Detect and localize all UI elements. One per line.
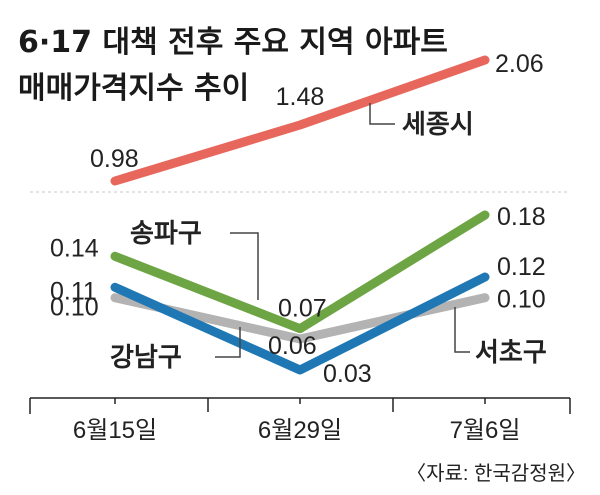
value-label-sejong-0615: 0.98 [90, 145, 139, 173]
value-label-seocho-0615: 0.10 [50, 294, 99, 322]
value-label-gangnam-0615: 0.11 [50, 277, 97, 305]
source-note: 〈자료: 한국감정원〉 [406, 462, 586, 485]
series-name-seocho: 서초구 [475, 338, 547, 368]
series-name-gangnam: 강남구 [110, 343, 182, 373]
value-label-songpa-0706: 0.18 [497, 203, 546, 231]
series-name-songpa: 송파구 [130, 219, 202, 249]
series-line-songpa [110, 210, 490, 334]
series-name-sejong: 세종시 [402, 110, 474, 140]
chart-title-line-1: 6·17 대책 전후 주요 지역 아파트 [18, 25, 448, 60]
value-label-sejong-0629: 1.48 [276, 83, 325, 111]
value-label-gangnam-0706: 0.12 [497, 253, 546, 281]
callout-leader-sejong [369, 103, 395, 125]
x-tick-label-0706: 7월6일 [450, 417, 521, 444]
callout-leader-seocho [454, 307, 470, 353]
x-tick-label-0615: 6월15일 [73, 417, 157, 444]
callout-leader-songpa [230, 232, 259, 300]
chart-title-line-2: 매매가격지수 추이 [18, 71, 249, 106]
callout-leader-gangnam [215, 327, 241, 358]
value-label-seocho-0629: 0.06 [268, 332, 317, 360]
x-tick-label-0629: 6월29일 [258, 417, 342, 444]
series-line-gangnam [110, 272, 490, 375]
value-label-sejong-0706: 2.06 [495, 50, 544, 78]
value-label-seocho-0706: 0.10 [497, 286, 546, 314]
value-label-gangnam-0629: 0.03 [323, 360, 372, 388]
value-label-songpa-0615: 0.14 [50, 234, 99, 262]
value-label-songpa-0629: 0.07 [278, 295, 327, 323]
series-line-sejong [110, 55, 490, 186]
